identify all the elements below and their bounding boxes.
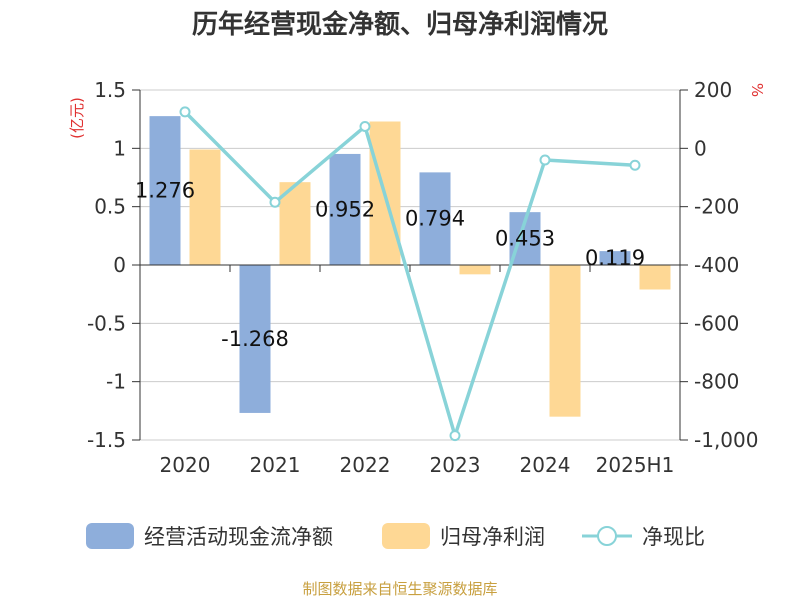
- cash-flow-data-label: 0.453: [495, 227, 555, 251]
- right-tick-label: 0: [694, 136, 707, 160]
- right-tick-label: -600: [694, 311, 739, 335]
- right-tick-label: -1,000: [694, 428, 758, 452]
- left-tick-label: -1: [106, 370, 126, 394]
- left-tick-label: -1.5: [87, 428, 126, 452]
- right-tick-label: 200: [694, 78, 732, 102]
- category-label: 2023: [430, 453, 481, 477]
- right-tick-label: -400: [694, 253, 739, 277]
- cash-flow-data-label: -1.268: [221, 327, 289, 351]
- left-tick-label: -0.5: [87, 311, 126, 335]
- data-labels: 1.276 -1.268 0.952 0.794 0.453 0.119: [135, 179, 645, 351]
- left-tick-label: 0: [113, 253, 126, 277]
- axes: 1.5 1 0.5 0 -0.5 -1 -1.5 200 0 -200 -400 -600 -800 -1…: [87, 78, 759, 477]
- cash-flow-data-label: 0.952: [315, 197, 375, 221]
- grid: [140, 89, 680, 441]
- bars: [149, 116, 671, 417]
- cash-flow-bar: [599, 251, 631, 265]
- ratio-point: [269, 196, 281, 208]
- right-tick-label: -800: [694, 370, 739, 394]
- source-note: 制图数据来自恒生聚源数据库: [302, 580, 497, 598]
- ratio-line-path: [183, 110, 636, 438]
- category-label: 2022: [340, 453, 391, 477]
- cash-flow-bar: [419, 172, 451, 265]
- ratio-point: [539, 154, 551, 166]
- ratio-point: [179, 106, 191, 118]
- net-profit-bar: [639, 265, 671, 290]
- net-profit-bar: [189, 149, 221, 265]
- net-profit-bar: [549, 265, 581, 417]
- cash-flow-data-label: 0.794: [405, 207, 465, 231]
- cash-flow-bar: [239, 265, 271, 413]
- net-profit-bar: [459, 265, 491, 275]
- ratio-point: [449, 430, 461, 442]
- legend-swatch-net-profit: [382, 523, 430, 549]
- category-label: 2024: [520, 453, 571, 477]
- ratio-point: [629, 159, 641, 171]
- ratio-point: [359, 120, 371, 132]
- legend-label-ratio: 净现比: [642, 525, 705, 549]
- ratio-line: [179, 106, 641, 442]
- legend-label-cash-flow: 经营活动现金流净额: [144, 525, 333, 549]
- right-tick-label: -200: [694, 195, 739, 219]
- legend-marker-ratio: [597, 526, 617, 546]
- cash-flow-bar: [329, 153, 361, 265]
- legend-swatch-cash-flow: [86, 523, 134, 549]
- category-label: 2021: [250, 453, 301, 477]
- chart-title: 历年经营现金净额、归母净利润情况: [192, 9, 608, 40]
- category-label: 2025H1: [596, 453, 675, 477]
- cash-flow-bar: [149, 116, 181, 265]
- left-tick-label: 1: [113, 136, 126, 160]
- left-tick-label: 1.5: [94, 78, 126, 102]
- left-tick-label: 0.5: [94, 195, 126, 219]
- legend-label-net-profit: 归母净利润: [440, 525, 545, 549]
- cash-flow-data-label: 1.276: [135, 179, 195, 203]
- category-label: 2020: [160, 453, 211, 477]
- right-axis-unit: %: [748, 83, 766, 97]
- cash-flow-data-label: 0.119: [585, 246, 645, 270]
- legend: 经营活动现金流净额 归母净利润 净现比: [86, 523, 705, 549]
- left-axis-unit: (亿元): [68, 97, 86, 139]
